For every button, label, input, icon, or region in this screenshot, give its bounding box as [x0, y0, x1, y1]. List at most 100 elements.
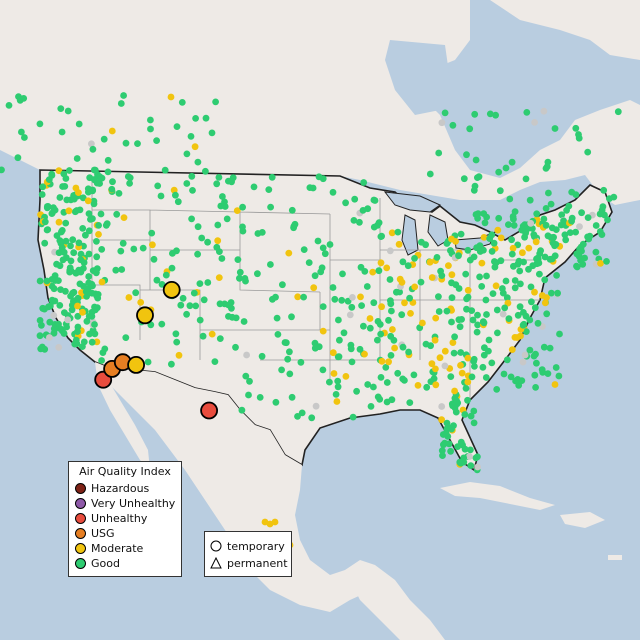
site-marker [386, 247, 394, 255]
highlight-site-unhealthy [200, 401, 219, 420]
site-marker [436, 354, 444, 362]
site-marker [377, 374, 385, 381]
site-marker [398, 311, 406, 319]
site-marker [542, 205, 550, 212]
site-marker [544, 370, 552, 377]
site-marker [438, 447, 446, 454]
site-marker [175, 351, 183, 359]
site-marker [204, 238, 212, 246]
site-marker [213, 243, 221, 251]
site-marker [514, 311, 522, 319]
site-marker [62, 287, 69, 295]
site-marker [492, 111, 499, 119]
site-marker [516, 267, 524, 275]
site-marker [63, 196, 71, 204]
site-marker [393, 288, 400, 296]
site-marker [378, 357, 386, 365]
site-marker [476, 242, 484, 250]
site-marker [466, 453, 473, 460]
site-marker [236, 274, 243, 282]
site-marker [375, 267, 383, 275]
site-marker [267, 261, 274, 268]
mexico-land [95, 362, 375, 612]
site-marker [388, 307, 395, 315]
site-marker [305, 259, 313, 266]
site-marker [435, 149, 443, 157]
site-marker [308, 414, 316, 422]
site-marker [460, 454, 468, 462]
site-marker [88, 313, 96, 320]
site-marker [46, 334, 53, 341]
site-marker [183, 150, 191, 158]
site-marker [188, 215, 196, 223]
site-marker [375, 219, 383, 227]
legend-item-temporary: temporary [210, 539, 285, 553]
site-marker [399, 258, 407, 266]
site-marker [489, 290, 497, 297]
site-marker [556, 330, 563, 338]
site-marker [85, 250, 93, 258]
site-marker [454, 443, 461, 450]
legend-label: Very Unhealthy [91, 496, 176, 510]
site-marker [89, 282, 96, 290]
site-marker [55, 344, 63, 351]
site-marker [555, 372, 563, 380]
site-marker [294, 413, 301, 420]
site-marker [147, 125, 154, 133]
site-marker [366, 324, 374, 332]
site-marker [356, 345, 364, 353]
site-marker [426, 170, 434, 178]
site-marker [511, 277, 519, 284]
site-marker [537, 247, 544, 255]
site-marker [508, 250, 516, 258]
site-marker [432, 314, 440, 322]
site-marker [448, 318, 455, 326]
site-marker [98, 246, 106, 253]
site-marker [70, 249, 78, 257]
site-marker [168, 264, 176, 272]
moderate-swatch [75, 542, 86, 554]
site-marker [518, 377, 526, 384]
site-marker [79, 308, 86, 316]
puerto-rico [608, 555, 622, 560]
site-marker [467, 462, 475, 469]
site-marker [466, 125, 474, 133]
site-marker [256, 394, 264, 401]
site-marker [433, 254, 441, 261]
site-marker [39, 183, 47, 191]
site-marker [179, 294, 187, 302]
site-marker [502, 164, 510, 172]
site-marker [561, 231, 569, 239]
site-marker [481, 219, 489, 227]
site-marker [134, 140, 141, 148]
site-marker [291, 220, 299, 228]
site-marker [334, 377, 342, 385]
site-marker [86, 330, 93, 338]
site-marker [234, 256, 242, 263]
site-marker [5, 102, 13, 109]
site-marker [456, 323, 464, 331]
site-marker [472, 156, 480, 164]
site-marker [357, 293, 364, 301]
site-marker [191, 143, 199, 151]
site-marker [547, 200, 555, 208]
site-marker [346, 311, 354, 319]
site-marker [104, 168, 112, 176]
site-marker [0, 166, 5, 174]
site-marker [218, 255, 226, 262]
site-marker [339, 270, 346, 278]
cuba [440, 482, 555, 510]
site-marker [485, 336, 493, 344]
site-marker [441, 362, 449, 370]
site-marker [189, 187, 196, 194]
site-marker [20, 95, 28, 102]
legend-item-permanent: permanent [210, 556, 288, 570]
site-marker [246, 377, 253, 385]
site-marker [435, 308, 443, 315]
site-marker [531, 288, 538, 296]
site-marker [482, 374, 490, 381]
site-marker [493, 386, 501, 393]
site-marker [95, 231, 102, 238]
site-marker [452, 238, 459, 245]
